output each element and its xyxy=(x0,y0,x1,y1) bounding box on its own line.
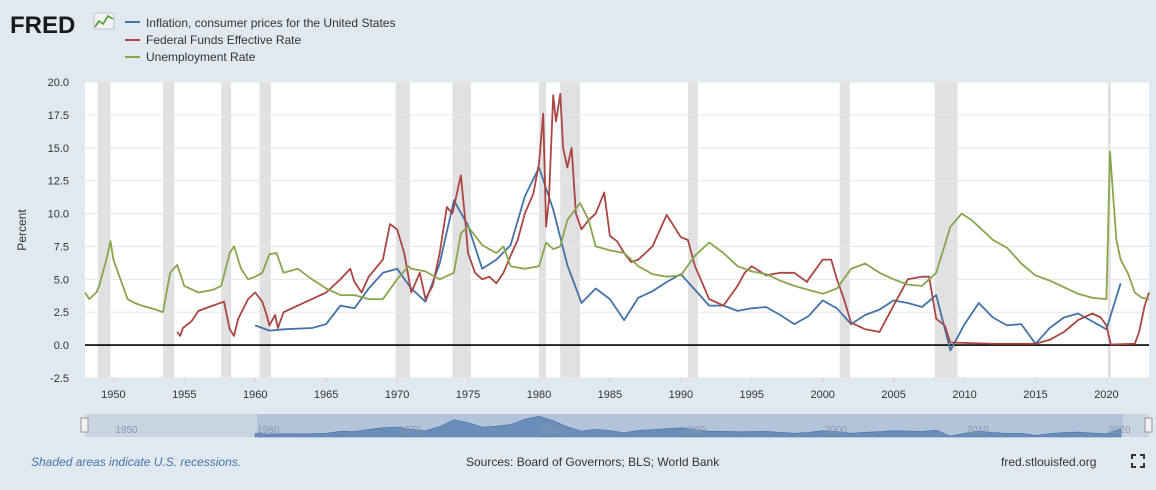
x-tick-label: 1950 xyxy=(101,389,125,401)
y-tick-label: 2.5 xyxy=(54,307,69,319)
legend-label-inflation[interactable]: Inflation, consumer prices for the Unite… xyxy=(146,16,395,30)
y-tick-label: -2.5 xyxy=(50,373,69,385)
y-axis-ticks: 20.0 17.5 15.0 12.5 10.0 7.5 5.0 2.5 0.0 -2.5 xyxy=(48,77,69,385)
recession-band-9 xyxy=(839,82,850,378)
recession-band-2 xyxy=(221,82,232,378)
x-tick-label: 1985 xyxy=(598,389,622,401)
x-tick-label: 1970 xyxy=(385,389,409,401)
fullscreen-icon[interactable] xyxy=(1131,454,1145,468)
navigator-handle-left[interactable] xyxy=(80,417,89,433)
recession-band-7 xyxy=(560,82,581,378)
navigator-handle-right[interactable] xyxy=(1144,417,1153,433)
x-tick-label: 2020 xyxy=(1094,389,1118,401)
y-tick-label: 17.5 xyxy=(48,110,69,122)
recession-shading xyxy=(97,82,1111,378)
recession-note: Shaded areas indicate U.S. recessions. xyxy=(31,455,242,469)
fred-logo[interactable]: FRED xyxy=(10,12,75,39)
x-tick-label: 1955 xyxy=(172,389,196,401)
navigator-label: 1950 xyxy=(115,425,138,436)
x-tick-label: 1995 xyxy=(740,389,764,401)
fed-funds-line xyxy=(176,92,1150,346)
x-axis-ticks: 1950 1955 1960 1965 1970 1975 1980 1985 1990 1995… xyxy=(101,378,1119,401)
x-tick-label: 1965 xyxy=(314,389,338,401)
graph-icon xyxy=(93,12,115,30)
legend: Inflation, consumer prices for the Unite… xyxy=(125,16,395,64)
x-tick-label: 1960 xyxy=(243,389,267,401)
recession-band-5 xyxy=(452,82,471,378)
y-tick-label: 12.5 xyxy=(48,176,69,188)
y-tick-label: 0.0 xyxy=(54,340,69,352)
recession-band-8 xyxy=(687,82,698,378)
navigator-series-area xyxy=(254,415,1121,438)
navigator-label: 2000 xyxy=(825,425,848,436)
navigator-label: 1970 xyxy=(399,425,422,436)
y-tick-label: 10.0 xyxy=(48,209,69,221)
plot-area xyxy=(85,82,1149,378)
y-tick-label: 5.0 xyxy=(54,274,69,286)
x-tick-label: 2015 xyxy=(1023,389,1047,401)
legend-label-fed-funds[interactable]: Federal Funds Effective Rate xyxy=(146,33,302,47)
x-tick-label: 1980 xyxy=(527,389,551,401)
recession-band-0 xyxy=(97,82,111,378)
recession-band-3 xyxy=(259,82,271,378)
navigator-labels: 1950 1960 1970 1980 1990 2000 2010 2020 xyxy=(115,425,1131,436)
site-link[interactable]: fred.stlouisfed.org xyxy=(1001,455,1097,469)
sources-text: Sources: Board of Governors; BLS; World … xyxy=(466,455,720,469)
x-tick-label: 1975 xyxy=(456,389,480,401)
navigator-label: 2020 xyxy=(1108,425,1131,436)
recession-band-11 xyxy=(1107,82,1111,378)
x-tick-label: 2005 xyxy=(881,389,905,401)
x-tick-label: 2000 xyxy=(810,389,834,401)
series-lines xyxy=(84,92,1150,352)
x-tick-label: 2010 xyxy=(952,389,976,401)
x-tick-label: 1990 xyxy=(669,389,693,401)
unemployment-line xyxy=(84,150,1150,314)
navigator-label: 1960 xyxy=(257,425,280,436)
y-tick-label: 7.5 xyxy=(54,241,69,253)
navigator-label: 1980 xyxy=(541,425,564,436)
y-tick-label: 15.0 xyxy=(48,143,69,155)
recession-band-1 xyxy=(163,82,175,378)
recession-band-6 xyxy=(538,82,547,378)
range-navigator[interactable]: 1950 1960 1970 1980 1990 2000 2010 2020 xyxy=(80,414,1153,438)
y-axis-label: Percent xyxy=(15,209,29,251)
legend-label-unemployment[interactable]: Unemployment Rate xyxy=(146,50,256,64)
recession-band-10 xyxy=(934,82,958,378)
recession-band-4 xyxy=(395,82,410,378)
navigator-label: 1990 xyxy=(683,425,706,436)
y-tick-label: 20.0 xyxy=(48,77,69,89)
navigator-label: 2010 xyxy=(967,425,990,436)
